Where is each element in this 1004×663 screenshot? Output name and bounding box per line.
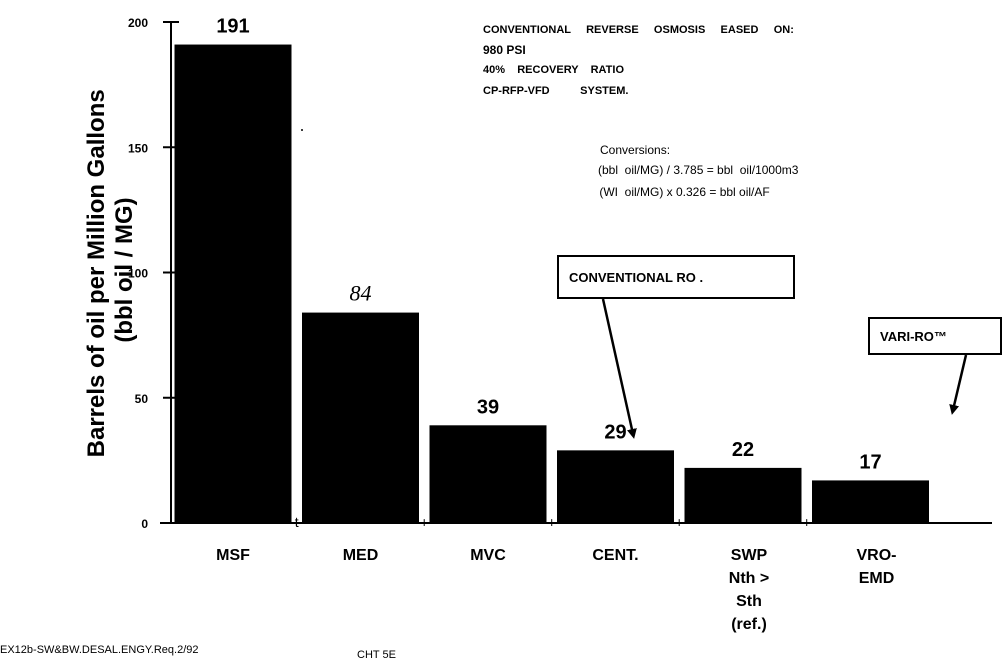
conventional-ro-arrow — [601, 298, 637, 439]
x-axis-mark: + — [675, 514, 683, 530]
bar — [302, 312, 419, 523]
conversions-title: Conversions: — [600, 143, 671, 157]
bar — [429, 425, 547, 523]
conversion-line-2: (WI oil/MG) x 0.326 = bbl oil/AF — [596, 185, 770, 199]
bar — [684, 467, 802, 523]
conventional-ro-callout: CONVENTIONAL RO . — [557, 255, 795, 299]
x-axis-mark: + — [548, 514, 556, 530]
y-tick-label: 0 — [141, 517, 148, 531]
basis-line-2: 980 PSI — [483, 43, 526, 57]
x-category-label: VRO- — [857, 547, 897, 564]
bar — [557, 450, 674, 523]
y-tick-label: 200 — [128, 16, 148, 30]
footer-chart-id: CHT 5E — [357, 649, 396, 661]
bar-data-label: 191 — [216, 16, 249, 38]
bar-data-label: 29 — [604, 421, 626, 443]
basis-line-3: 40% RECOVERY RATIO — [483, 64, 624, 76]
conversion-line-1: (bbl oil/MG) / 3.785 = bbl oil/1000m3 — [598, 163, 799, 177]
x-category-label: (ref.) — [731, 616, 767, 633]
x-category-label: MVC — [470, 547, 506, 564]
bar-data-label: 84 — [350, 281, 372, 306]
x-axis-mark: t — [295, 514, 299, 530]
bar — [812, 480, 929, 523]
footer-file-reference: EX12b-SW&BW.DESAL.ENGY.Req.2/92 — [0, 644, 199, 656]
x-category-label: MED — [343, 547, 379, 564]
bar-data-label: 39 — [477, 396, 499, 418]
y-axis-label: Barrels of oil per Million Gallons (bbl … — [83, 83, 138, 458]
x-category-label: EMD — [859, 570, 895, 587]
x-axis-mark: + — [803, 514, 811, 530]
x-category-label: CENT. — [592, 547, 638, 564]
x-category-label: Sth — [736, 593, 762, 610]
bar — [174, 44, 292, 524]
basis-line-4: CP-RFP-VFD SYSTEM. — [483, 85, 629, 97]
basis-line-1: CONVENTIONAL REVERSE OSMOSIS EASED ON: — [483, 24, 794, 36]
x-category-label: Nth > — [729, 570, 769, 587]
stray-dot — [301, 129, 303, 131]
vari-ro-arrow — [949, 354, 968, 415]
bar-data-label: 17 — [859, 451, 881, 473]
vari-ro-callout: VARI-RO™ — [868, 317, 1002, 355]
x-category-label: SWP — [731, 547, 768, 564]
y-tick-label: 100 — [128, 267, 148, 281]
y-tick-label: 50 — [135, 392, 149, 406]
x-category-label: MSF — [216, 547, 250, 564]
bar-data-label: 22 — [732, 439, 754, 461]
y-tick-label: 150 — [128, 141, 148, 155]
x-axis-mark: + — [420, 514, 428, 530]
